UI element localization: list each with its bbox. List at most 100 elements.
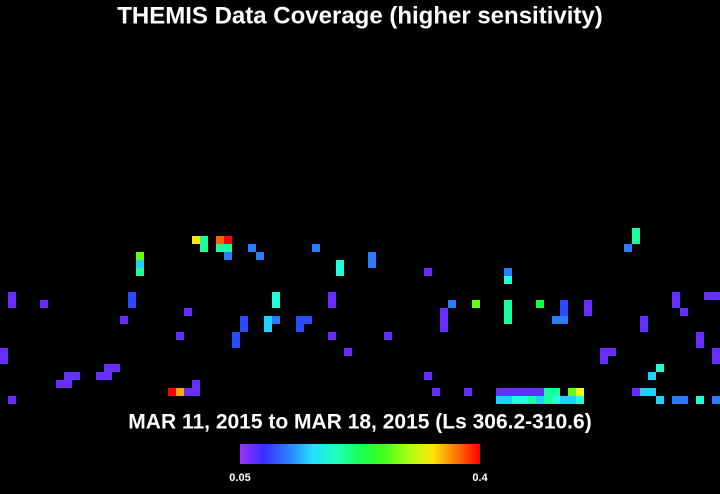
coverage-cell bbox=[8, 396, 16, 404]
coverage-cell bbox=[472, 300, 480, 308]
coverage-cell bbox=[296, 316, 304, 324]
coverage-cell bbox=[56, 380, 64, 388]
coverage-cell bbox=[168, 388, 176, 396]
coverage-cell bbox=[328, 292, 336, 300]
coverage-cell bbox=[672, 300, 680, 308]
coverage-cell bbox=[504, 308, 512, 316]
coverage-cell bbox=[704, 292, 712, 300]
coverage-cell bbox=[712, 292, 720, 300]
coverage-cell bbox=[192, 380, 200, 388]
coverage-cell bbox=[224, 252, 232, 260]
coverage-cell bbox=[672, 292, 680, 300]
coverage-cell bbox=[216, 236, 224, 244]
coverage-cell bbox=[512, 396, 520, 404]
coverage-cell bbox=[64, 372, 72, 380]
coverage-cell bbox=[120, 316, 128, 324]
coverage-cell bbox=[424, 372, 432, 380]
coverage-cell bbox=[136, 268, 144, 276]
coverage-cell bbox=[584, 300, 592, 308]
coverage-cell bbox=[656, 364, 664, 372]
coverage-cell bbox=[0, 348, 8, 356]
coverage-cell bbox=[696, 340, 704, 348]
coverage-cell bbox=[96, 372, 104, 380]
coverage-cell bbox=[504, 396, 512, 404]
coverage-cell bbox=[536, 396, 544, 404]
coverage-cell bbox=[312, 244, 320, 252]
coverage-cell bbox=[560, 300, 568, 308]
coverage-cell bbox=[576, 388, 584, 396]
coverage-cell bbox=[176, 388, 184, 396]
coverage-cell bbox=[336, 268, 344, 276]
coverage-cell bbox=[176, 332, 184, 340]
coverage-cell bbox=[64, 380, 72, 388]
coverage-cell bbox=[608, 348, 616, 356]
coverage-cell bbox=[432, 388, 440, 396]
coverage-cell bbox=[520, 396, 528, 404]
coverage-cell bbox=[568, 388, 576, 396]
coverage-cell bbox=[576, 396, 584, 404]
coverage-cell bbox=[544, 388, 552, 396]
coverage-cell bbox=[440, 308, 448, 316]
coverage-cell bbox=[712, 356, 720, 364]
coverage-cell bbox=[104, 364, 112, 372]
title: THEMIS Data Coverage (higher sensitivity… bbox=[117, 2, 602, 29]
coverage-cell bbox=[504, 300, 512, 308]
coverage-cell bbox=[640, 324, 648, 332]
coverage-cell bbox=[504, 316, 512, 324]
coverage-cell bbox=[40, 300, 48, 308]
coverage-cell bbox=[520, 388, 528, 396]
coverage-cell bbox=[448, 300, 456, 308]
coverage-cell bbox=[512, 388, 520, 396]
coverage-cell bbox=[224, 244, 232, 252]
coverage-cell bbox=[0, 356, 8, 364]
coverage-cell bbox=[136, 260, 144, 268]
coverage-cell bbox=[336, 260, 344, 268]
coverage-cell bbox=[504, 268, 512, 276]
coverage-cell bbox=[328, 332, 336, 340]
coverage-cell bbox=[648, 372, 656, 380]
coverage-cell bbox=[552, 316, 560, 324]
colorbar-tick-label: 0.05 bbox=[229, 472, 250, 484]
coverage-cell bbox=[656, 396, 664, 404]
coverage-cell bbox=[72, 372, 80, 380]
coverage-cell bbox=[272, 316, 280, 324]
coverage-cell bbox=[440, 316, 448, 324]
coverage-cell bbox=[528, 388, 536, 396]
coverage-cell bbox=[560, 396, 568, 404]
coverage-cell bbox=[224, 236, 232, 244]
coverage-cell bbox=[632, 388, 640, 396]
coverage-cell bbox=[424, 268, 432, 276]
coverage-cell bbox=[536, 300, 544, 308]
coverage-cell bbox=[696, 332, 704, 340]
coverage-cell bbox=[240, 316, 248, 324]
coverage-cell bbox=[504, 388, 512, 396]
coverage-cell bbox=[584, 308, 592, 316]
coverage-cell bbox=[632, 228, 640, 236]
coverage-cell bbox=[240, 324, 248, 332]
coverage-cell bbox=[200, 236, 208, 244]
coverage-cell bbox=[128, 292, 136, 300]
coverage-cell bbox=[560, 316, 568, 324]
coverage-cell bbox=[568, 396, 576, 404]
coverage-cell bbox=[264, 316, 272, 324]
coverage-cell bbox=[232, 332, 240, 340]
coverage-cell bbox=[536, 388, 544, 396]
coverage-cell bbox=[624, 244, 632, 252]
coverage-cell bbox=[328, 300, 336, 308]
coverage-cell bbox=[648, 388, 656, 396]
coverage-cell bbox=[640, 388, 648, 396]
coverage-cell bbox=[440, 324, 448, 332]
coverage-cell bbox=[184, 388, 192, 396]
colorbar-tick-label: 0.4 bbox=[472, 472, 488, 484]
coverage-cell bbox=[216, 244, 224, 252]
coverage-cell bbox=[712, 396, 720, 404]
coverage-cell bbox=[104, 372, 112, 380]
coverage-cell bbox=[600, 348, 608, 356]
coverage-cell bbox=[8, 292, 16, 300]
coverage-cell bbox=[496, 388, 504, 396]
coverage-cell bbox=[296, 324, 304, 332]
coverage-cell bbox=[272, 292, 280, 300]
coverage-cell bbox=[696, 396, 704, 404]
